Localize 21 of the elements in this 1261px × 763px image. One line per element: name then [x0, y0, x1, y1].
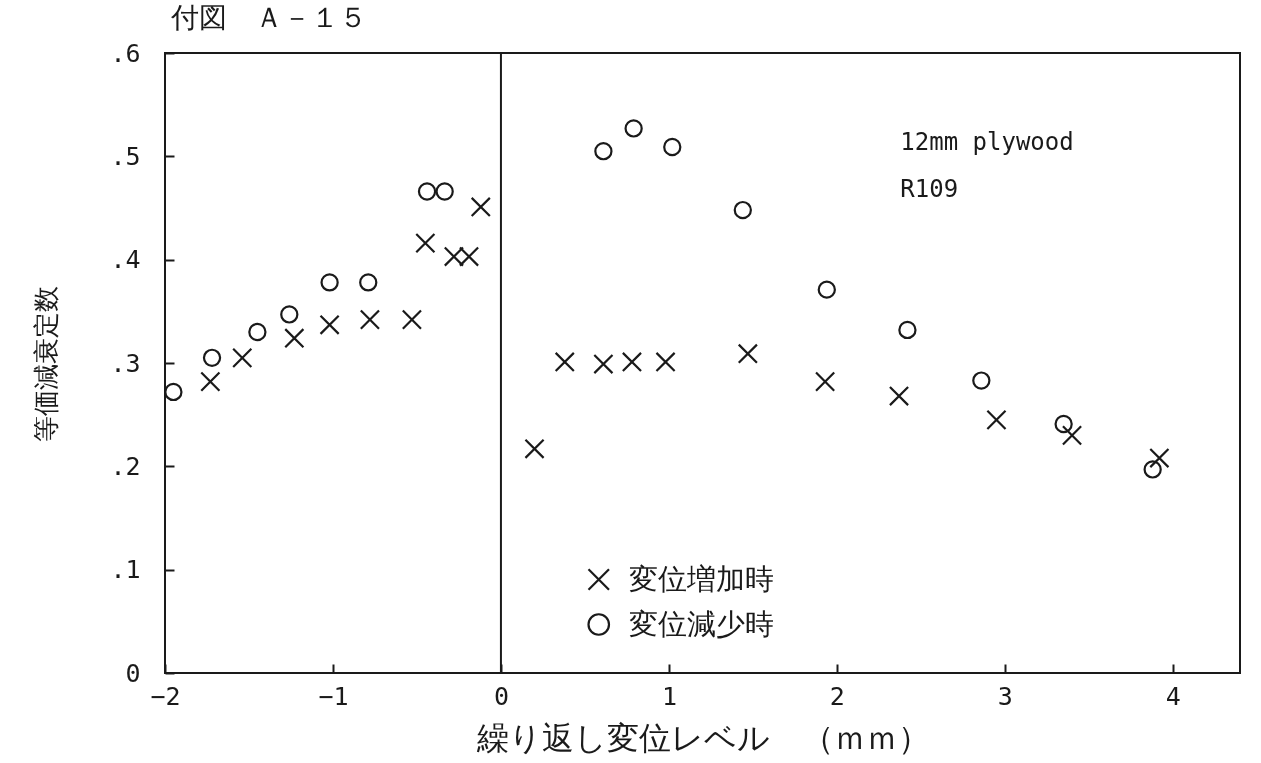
x-tick-label: 3	[997, 681, 1013, 711]
chart-title: 付図 Ａ－１５	[170, 1, 367, 34]
y-axis-title: 等価減衰定数	[31, 285, 62, 442]
y-tick-label: .2	[110, 451, 141, 481]
annotation: R109	[900, 175, 959, 203]
y-tick-label: .3	[110, 348, 141, 378]
y-tick-label: .5	[110, 141, 141, 171]
y-tick-label: .1	[110, 555, 141, 585]
x-axis-title: 繰り返し変位レベル （ｍｍ）	[475, 718, 930, 757]
legend-label: 変位減少時	[629, 606, 775, 641]
x-tick-label: −1	[318, 681, 349, 711]
x-tick-label: 2	[829, 681, 845, 711]
x-tick-label: 0	[493, 681, 509, 711]
y-tick-label: 0	[125, 658, 141, 688]
annotation: 12mm plywood	[900, 128, 1074, 156]
y-tick-label: .4	[110, 245, 141, 275]
x-tick-label: 4	[1165, 681, 1181, 711]
x-tick-label: 1	[661, 681, 677, 711]
y-tick-label: .6	[110, 38, 141, 68]
x-tick-label: −2	[150, 681, 181, 711]
legend-label: 変位増加時	[629, 561, 775, 596]
